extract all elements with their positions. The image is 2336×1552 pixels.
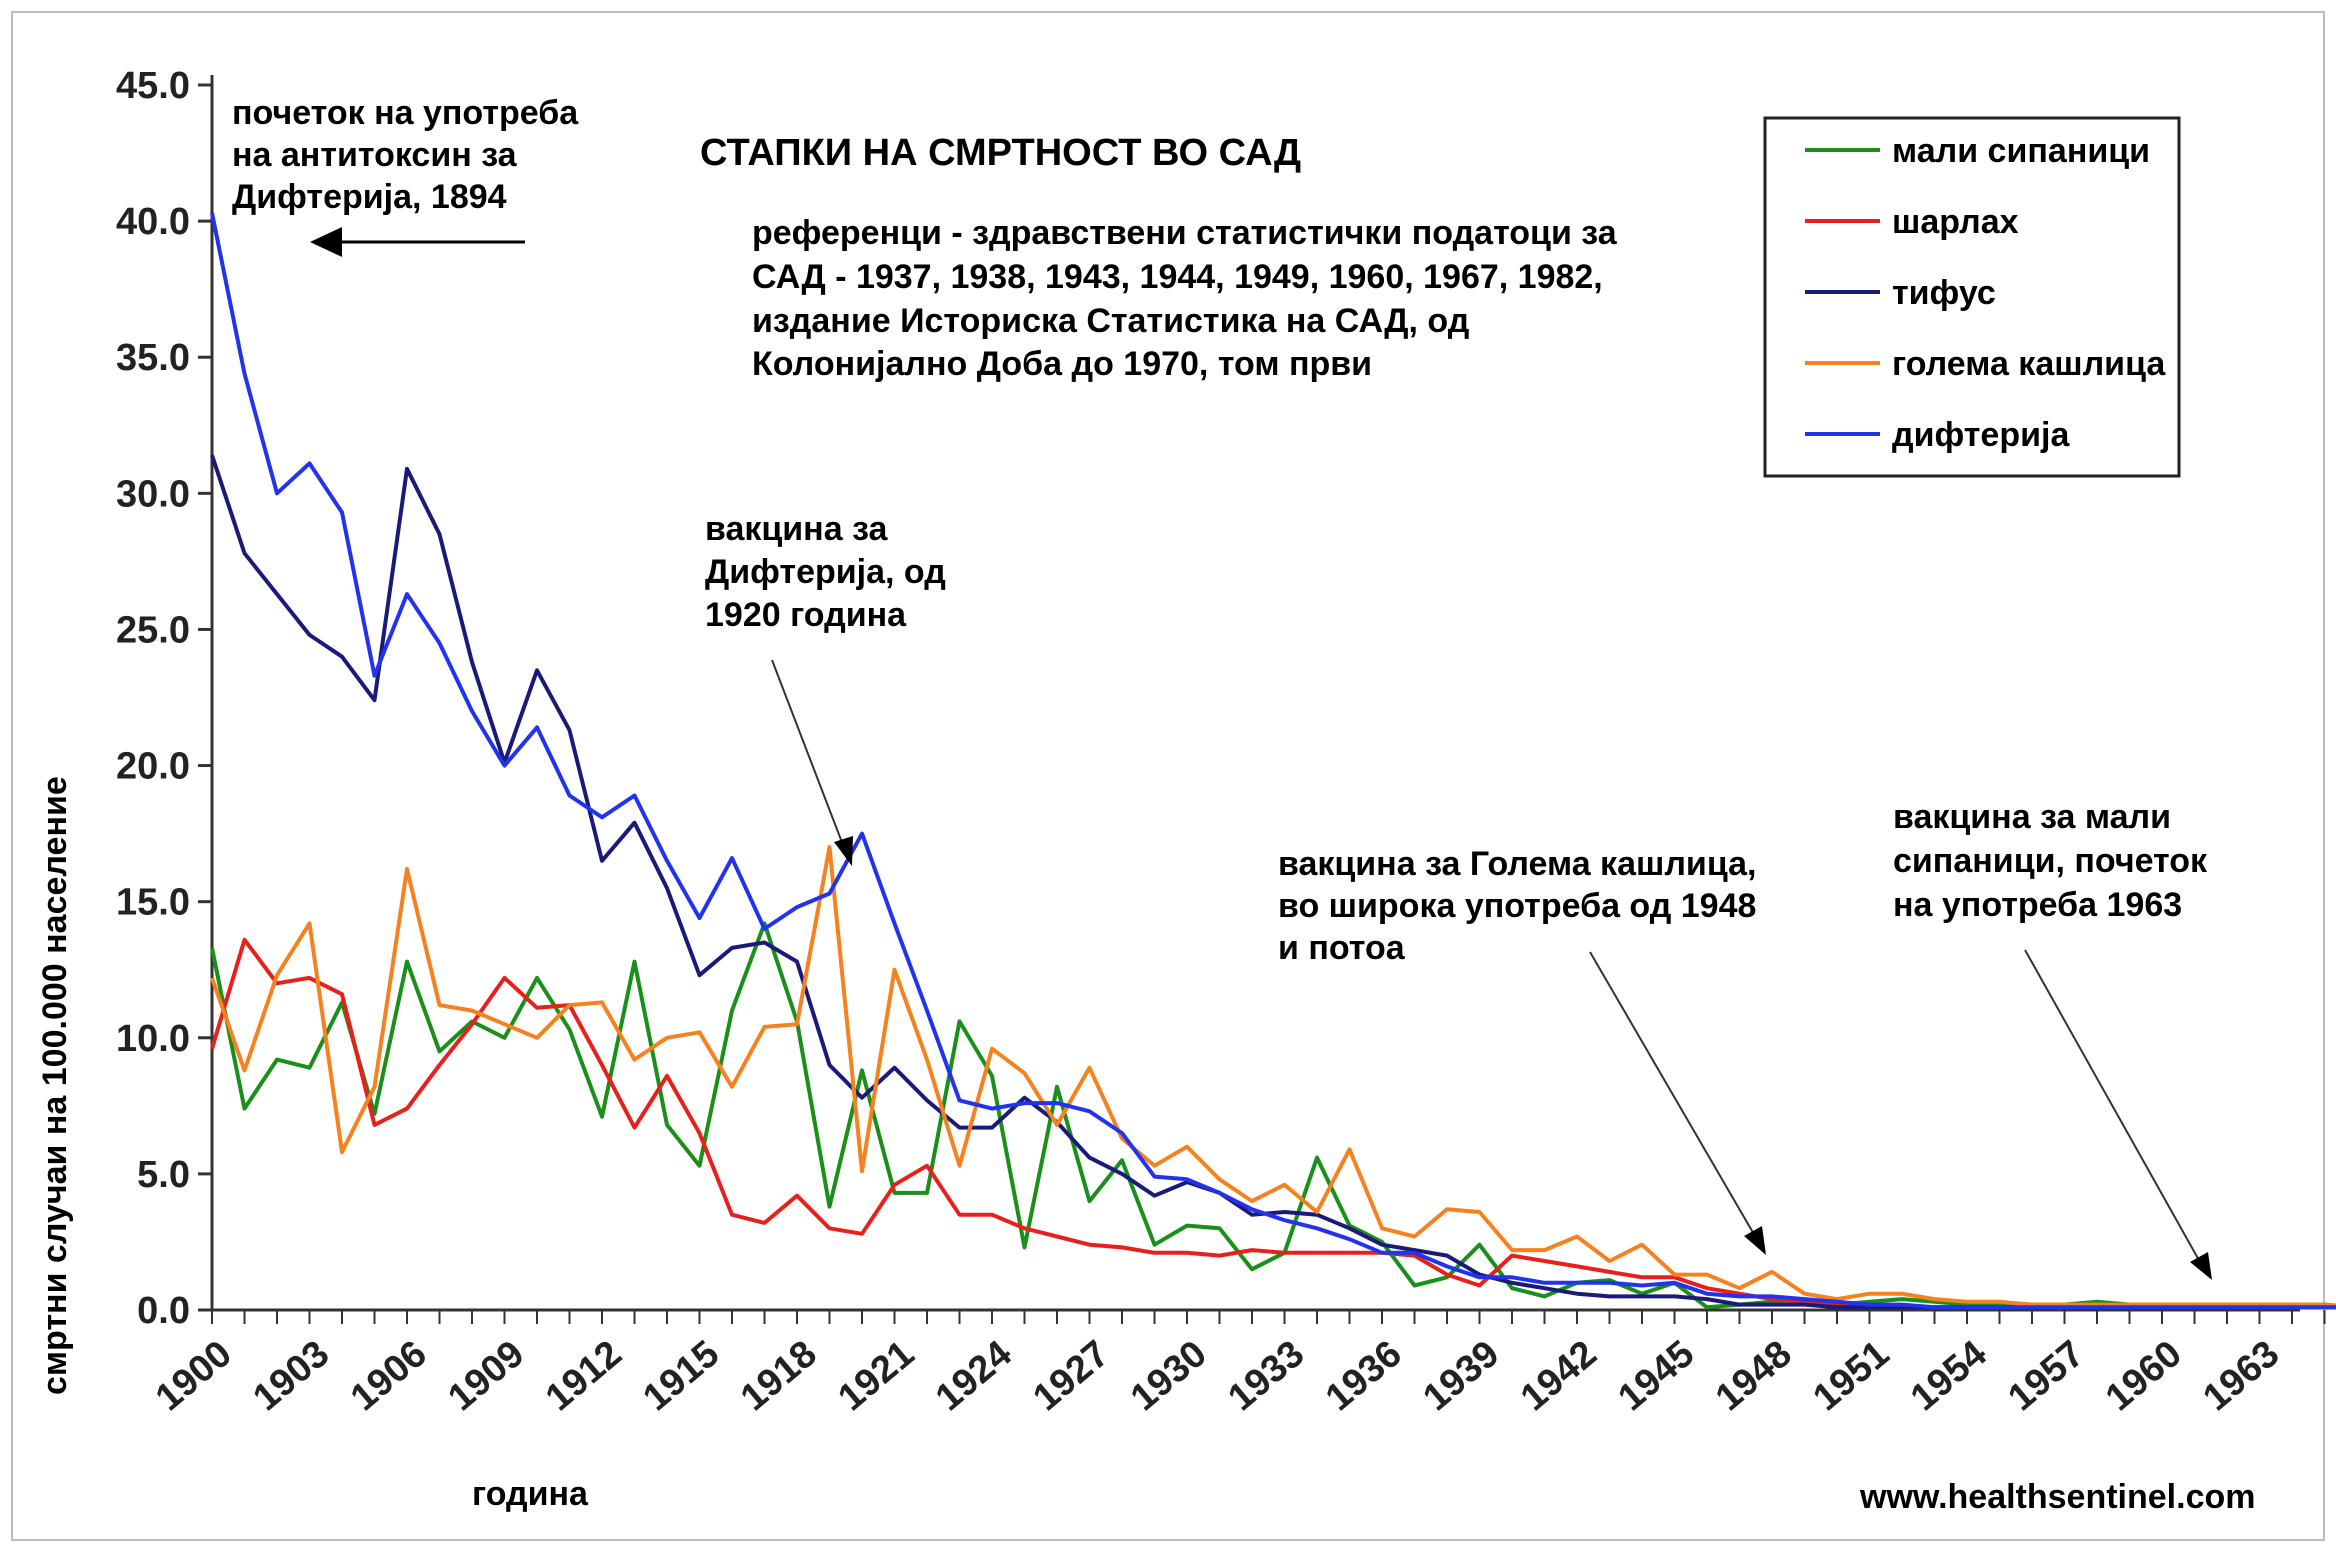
x-tick-label: 1918 (733, 1333, 825, 1420)
legend: мали сипаници шарлах тифус голема кашлица ди… (1763, 116, 2181, 478)
annotation-text: 1920 година (705, 596, 907, 634)
x-tick-label: 1957 (2001, 1333, 2093, 1420)
arrow-down-icon (771, 659, 853, 866)
x-tick-label: 1915 (636, 1333, 728, 1420)
x-tick-label: 1924 (928, 1333, 1020, 1420)
x-tick-label: 1930 (1123, 1333, 1215, 1420)
x-tick-label: 1912 (538, 1333, 630, 1420)
series-line-1 (210, 937, 2336, 1310)
y-tick-label: 40.0 (116, 201, 190, 243)
annotation-box (1310, 770, 1810, 970)
y-tick-label: 5.0 (137, 1154, 190, 1196)
annotation-text: вакцина за (705, 510, 889, 548)
x-tick-label: 1927 (1026, 1333, 1118, 1420)
annotation-text: сипаници, почеток (1893, 842, 2208, 880)
x-tick-label: 1936 (1318, 1333, 1410, 1420)
arrow-left-icon (310, 227, 525, 257)
y-tick-label: 10.0 (116, 1018, 190, 1060)
x-tick-label: 1921 (831, 1333, 923, 1420)
x-tick-label: 1960 (2098, 1333, 2190, 1420)
chart-title: СТАПКИ НА СМРТНОСТ ВО САД (700, 132, 1301, 174)
annotation-text: Дифтерија, од (705, 553, 946, 591)
arrow-down-icon (2024, 949, 2212, 1280)
x-tick-label: 1963 (2196, 1333, 2288, 1420)
annotation-text: на употреба 1963 (1893, 886, 2182, 924)
x-tick-label: 1945 (1611, 1333, 1703, 1420)
x-tick-label: 1903 (246, 1333, 338, 1420)
annotation-text: во широка употреба од 1948 (1278, 887, 1756, 925)
annotation-text: почеток на употреба (232, 94, 579, 132)
legend-label: тифус (1892, 274, 1996, 312)
legend-box (1763, 116, 2181, 478)
annotation-text: и потоа (1278, 929, 1406, 967)
subtitle-line: Колонијално Доба до 1970, том први (752, 345, 1372, 383)
legend-label: дифтерија (1892, 416, 2070, 454)
legend-label: голема кашлица (1892, 345, 2166, 383)
arrow-down-icon (1589, 951, 1766, 1255)
source-label: www.healthsentinel.com (1859, 1478, 2255, 1516)
x-tick-label: 1954 (1903, 1333, 1995, 1420)
legend-label: шарлах (1892, 203, 2019, 241)
x-tick-label: 1933 (1221, 1333, 1313, 1420)
annotation-text: вакцина за Голема кашлица, (1278, 845, 1757, 883)
y-tick-label: 0.0 (137, 1290, 190, 1332)
x-tick-label: 1948 (1708, 1333, 1800, 1420)
series-line-3 (210, 845, 2336, 1308)
subtitle-line: референци - здравствени статистички пода… (752, 214, 1618, 252)
x-tick-label: 1942 (1513, 1333, 1605, 1420)
subtitle-line: издание Историска Статистика на САД, од (752, 302, 1469, 340)
annotation-text: вакцина за мали (1893, 798, 2171, 836)
y-tick-label: 15.0 (116, 882, 190, 924)
annotation-box (610, 478, 990, 648)
annotation-box (222, 80, 610, 220)
series-line-0 (210, 921, 2336, 1310)
legend-label: мали сипаници (1892, 132, 2150, 170)
x-tick-label: 1909 (441, 1333, 533, 1420)
annotation-text: на антитоксин за (232, 136, 518, 174)
y-tick-label: 30.0 (116, 473, 190, 515)
subtitle-line: САД - 1937, 1938, 1943, 1944, 1949, 1960… (752, 258, 1603, 296)
x-axis-label: година (472, 1475, 589, 1513)
x-tick-label: 1906 (343, 1333, 435, 1420)
annotation-text: Дифтерија, 1894 (232, 178, 507, 216)
plot-border (11, 11, 2325, 1541)
y-tick-label: 25.0 (116, 609, 190, 651)
annotation-box (1860, 770, 2320, 930)
y-axis-label: смртни случаи на 100.000 население (36, 776, 74, 1395)
y-tick-label: 35.0 (116, 337, 190, 379)
x-tick-label: 1951 (1806, 1333, 1898, 1420)
y-tick-label: 45.0 (116, 65, 190, 107)
series-line-4 (210, 212, 2336, 1310)
x-tick-label: 1900 (148, 1333, 240, 1420)
x-tick-label: 1939 (1416, 1333, 1508, 1420)
y-tick-label: 20.0 (116, 746, 190, 788)
